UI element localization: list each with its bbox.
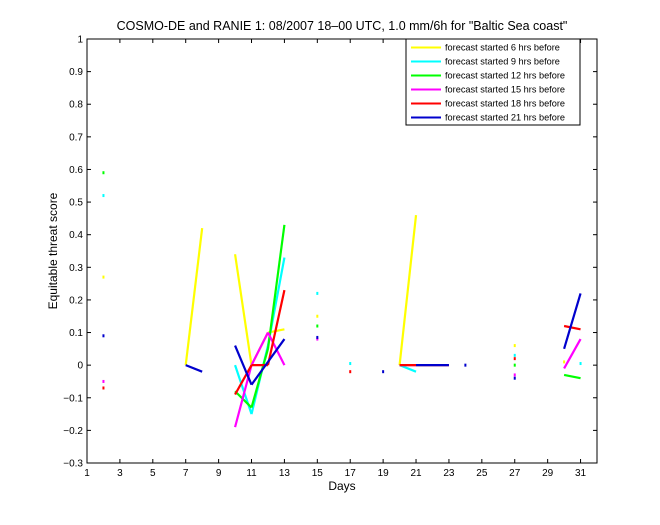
x-tick-label: 3	[117, 468, 123, 479]
data-point	[316, 314, 319, 318]
legend-label: forecast started 9 hrs before	[445, 57, 560, 67]
legend-label: forecast started 21 hrs before	[445, 113, 565, 123]
x-tick-label: 11	[246, 468, 257, 479]
data-point	[579, 362, 582, 366]
data-point	[102, 379, 105, 383]
x-tick-label: 1	[84, 468, 90, 479]
data-point	[316, 335, 319, 339]
series-segment	[266, 289, 286, 366]
data-point	[513, 357, 516, 361]
chart-title: COSMO-DE and RANIE 1: 08/2007 18–00 UTC,…	[117, 19, 568, 33]
data-point	[102, 275, 105, 279]
series-segment	[234, 345, 253, 386]
x-tick-label: 25	[476, 468, 488, 479]
x-tick-label: 19	[378, 468, 390, 479]
series-segment	[563, 338, 582, 369]
x-tick-label: 9	[216, 468, 222, 479]
data-point	[316, 337, 319, 341]
legend: forecast started 6 hrs before forecast st…	[405, 38, 581, 126]
data-point	[513, 363, 516, 367]
series-segment	[185, 364, 203, 373]
y-tick-label: 0.9	[69, 67, 83, 78]
y-tick-label: 0.7	[69, 132, 83, 143]
legend-label: forecast started 18 hrs before	[445, 99, 565, 109]
data-point	[513, 353, 516, 357]
x-tick-label: 31	[575, 468, 587, 479]
x-tick-label: 15	[312, 468, 324, 479]
y-axis-label: Equitable threat score	[46, 192, 60, 309]
data-point	[513, 344, 516, 348]
data-point	[102, 386, 105, 390]
x-tick-label: 27	[509, 468, 521, 479]
y-tick-label: −0.3	[63, 459, 83, 470]
series-segment	[234, 364, 253, 396]
data-point	[382, 370, 385, 374]
data-point	[316, 291, 319, 295]
x-tick-label: 29	[542, 468, 554, 479]
series-segment	[398, 215, 418, 366]
y-tick-label: −0.1	[63, 393, 83, 404]
y-tick-label: 0.5	[69, 198, 83, 209]
data-point	[349, 362, 352, 366]
y-tick-label: 0.1	[69, 328, 83, 339]
series-segment	[184, 228, 204, 366]
data-point	[563, 360, 566, 364]
x-tick-label: 7	[183, 468, 189, 479]
data-point	[102, 171, 105, 175]
series-segment	[563, 293, 582, 350]
y-axis: −0.3 −0.2 −0.1 0 0.1 0.2 0.3 0.4 0.5 0.6 0.7 0.8 0.9…	[63, 35, 597, 470]
series-segment	[250, 348, 270, 408]
data-point	[102, 194, 105, 198]
y-tick-label: −0.2	[63, 426, 83, 437]
data-point	[102, 334, 105, 338]
x-tick-label: 21	[410, 468, 422, 479]
x-tick-label: 5	[150, 468, 156, 479]
data-point	[513, 376, 516, 380]
legend-label: forecast started 6 hrs before	[445, 43, 560, 53]
series-segment	[563, 373, 581, 380]
x-axis-label: Days	[328, 479, 355, 493]
legend-label: forecast started 15 hrs before	[445, 85, 565, 95]
x-tick-label: 17	[345, 468, 357, 479]
series-segment	[267, 338, 286, 363]
x-tick-label: 23	[443, 468, 455, 479]
series-segment	[266, 224, 286, 349]
series-segment	[250, 332, 269, 366]
data-point	[513, 373, 516, 377]
y-tick-label: 0.8	[69, 100, 83, 111]
legend-label: forecast started 12 hrs before	[445, 71, 565, 81]
series-segment	[563, 324, 581, 331]
x-tick-label: 13	[279, 468, 291, 479]
legend-box	[405, 38, 581, 126]
y-tick-label: 0.2	[69, 295, 83, 306]
y-tick-label: 0.3	[69, 263, 83, 274]
series-6	[102, 293, 582, 386]
y-tick-label: 0	[77, 361, 83, 372]
series-segment	[250, 361, 269, 386]
y-tick-label: 1	[77, 35, 83, 46]
series-segment	[233, 254, 253, 366]
series-layer	[102, 171, 582, 428]
data-point	[464, 363, 467, 367]
y-tick-label: 0.4	[69, 230, 83, 241]
y-tick-label: 0.6	[69, 165, 83, 176]
data-point	[316, 324, 319, 328]
data-point	[349, 370, 352, 374]
x-axis: 1 3 5 7 9 11 13 15 17 19 21 23 25 27 29 31	[84, 39, 587, 479]
